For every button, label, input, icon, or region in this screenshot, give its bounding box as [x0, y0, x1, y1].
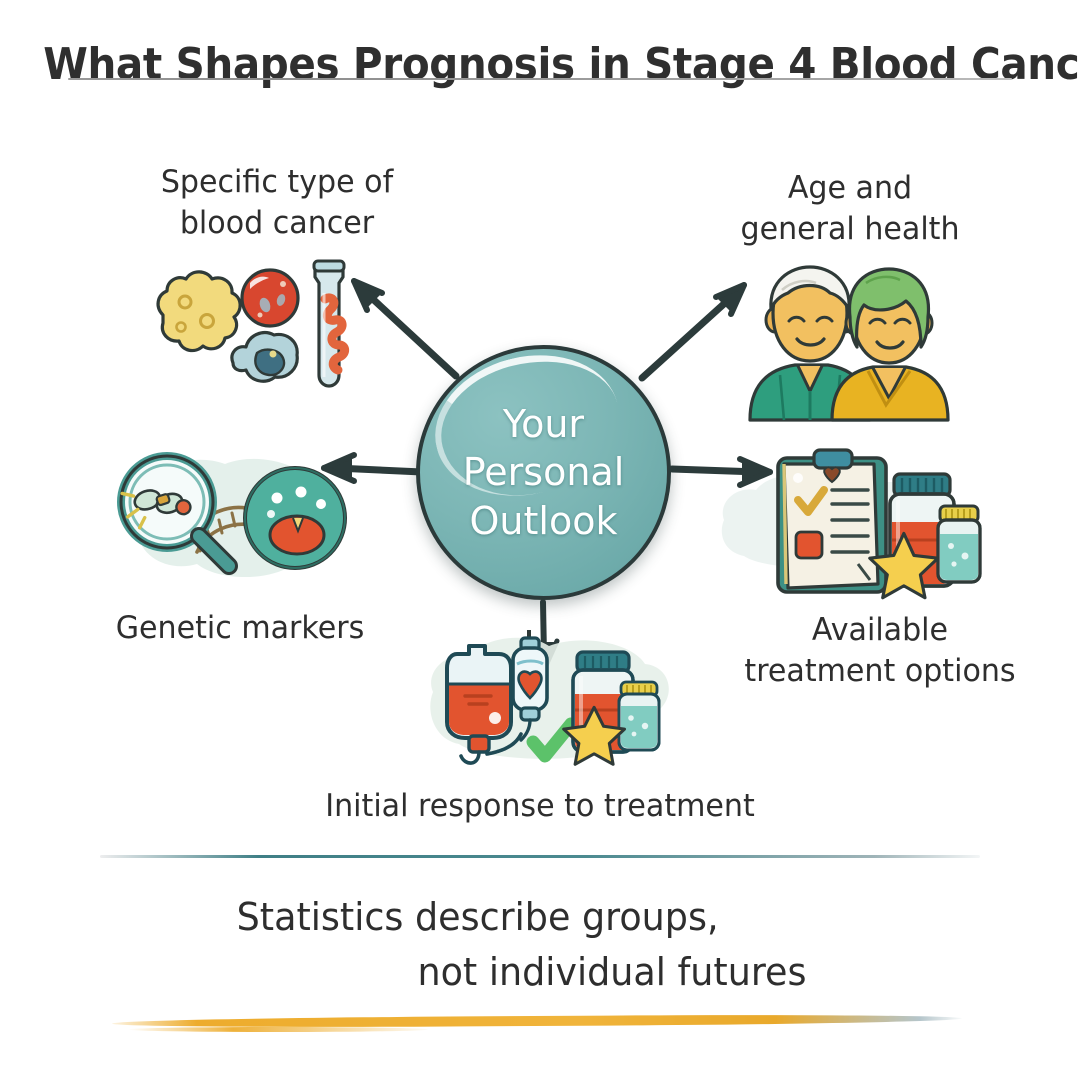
arrow-to-blood-cancer-type: [351, 278, 460, 380]
arrow-to-age-general-health: [638, 282, 747, 382]
clipboard-medicine-star-icon: [718, 448, 982, 603]
arrow-to-genetic-markers: [321, 452, 426, 484]
footer-quote: Statistics describe groups, not individu…: [22, 890, 1059, 1000]
center-node-your-personal-outlook[interactable]: Your Personal Outlook: [416, 336, 671, 600]
label-genetic-markers: Genetic markers: [115, 610, 365, 646]
magnifier-dna-cell-icon: [105, 440, 355, 590]
label-blood-cancer-type: Specific type of blood cancer: [160, 164, 394, 241]
center-node-label: Your Personal Outlook: [462, 402, 625, 543]
label-age-general-health: Age and general health: [740, 170, 960, 247]
blood-cells-and-vial-icon: [145, 255, 355, 390]
label-initial-response: Initial response to treatment: [325, 788, 755, 824]
footer-quote-line-1: Statistics describe groups,: [236, 895, 719, 939]
label-treatment-options: Available treatment options: [744, 612, 1016, 689]
page-title: What Shapes Prognosis in Stage 4 Blood C…: [43, 39, 1080, 90]
arrow-to-treatment-options: [668, 456, 773, 488]
title-block: What Shapes Prognosis in Stage 4 Blood C…: [0, 39, 1080, 90]
footer-quote-line-2: not individual futures: [417, 950, 807, 995]
footer-divider-top: [100, 855, 980, 858]
footer-brush-stroke-accent: [128, 1027, 428, 1032]
elderly-couple-icon: [740, 265, 955, 422]
iv-drip-syringe-check-icon: [425, 630, 675, 770]
title-divider: [68, 78, 1012, 80]
